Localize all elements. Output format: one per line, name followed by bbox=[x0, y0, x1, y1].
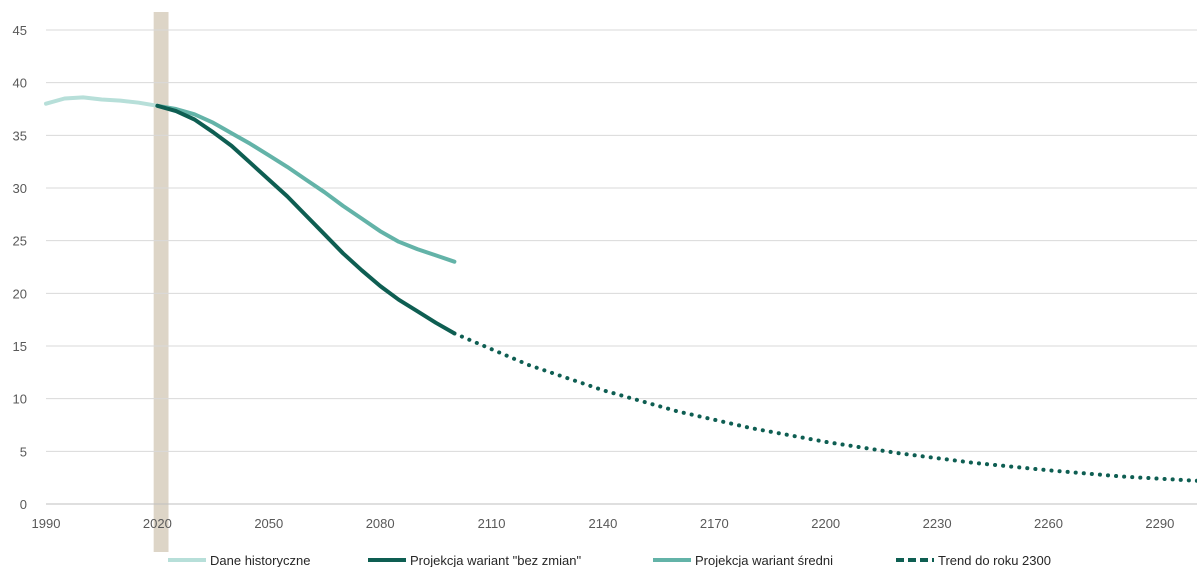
x-tick-label: 2050 bbox=[254, 516, 283, 531]
legend-label-no-change: Projekcja wariant "bez zmian" bbox=[410, 553, 581, 567]
x-tick-label: 1990 bbox=[32, 516, 61, 531]
x-tick-label: 2290 bbox=[1145, 516, 1174, 531]
series-lines bbox=[44, 95, 1197, 483]
x-tick-label: 2020 bbox=[143, 516, 172, 531]
series-line-trend bbox=[452, 331, 1197, 483]
y-tick-label: 20 bbox=[13, 286, 27, 301]
y-tick-label: 0 bbox=[20, 497, 27, 512]
y-tick-label: 15 bbox=[13, 339, 27, 354]
gridlines bbox=[46, 29, 1197, 505]
x-tick-label: 2080 bbox=[366, 516, 395, 531]
legend-label-historical: Dane historyczne bbox=[210, 553, 310, 567]
y-tick-label: 5 bbox=[20, 444, 27, 459]
legend-label-trend: Trend do roku 2300 bbox=[938, 553, 1051, 567]
series-line-historical bbox=[44, 95, 160, 108]
x-tick-label: 2170 bbox=[700, 516, 729, 531]
y-tick-label: 25 bbox=[13, 234, 27, 249]
axes: 0 5 10 15 20 25 30 35 40 45 1990 2020 2050 2080 2110 21… bbox=[13, 23, 1175, 531]
highlight-band bbox=[153, 12, 169, 552]
y-tick-label: 30 bbox=[13, 181, 27, 196]
x-tick-label: 2110 bbox=[478, 516, 506, 531]
legend-label-medium: Projekcja wariant średni bbox=[695, 553, 833, 567]
y-tick-label: 45 bbox=[13, 23, 27, 38]
series-line-medium bbox=[155, 103, 457, 264]
legend: Dane historyczne Projekcja wariant "bez z… bbox=[168, 553, 1051, 567]
y-tick-label: 35 bbox=[13, 128, 27, 143]
x-tick-label: 2200 bbox=[811, 516, 840, 531]
highlight-band-layer bbox=[153, 12, 169, 552]
x-tick-label: 2140 bbox=[588, 516, 617, 531]
y-tick-label: 40 bbox=[13, 76, 27, 91]
y-tick-label: 10 bbox=[13, 392, 27, 407]
series-line-no-change bbox=[155, 103, 457, 336]
x-tick-label: 2230 bbox=[923, 516, 952, 531]
x-tick-label: 2260 bbox=[1034, 516, 1063, 531]
